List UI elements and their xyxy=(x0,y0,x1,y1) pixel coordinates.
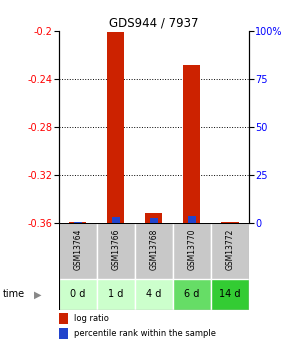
Bar xyxy=(150,218,158,223)
Text: percentile rank within the sample: percentile rank within the sample xyxy=(74,329,216,338)
Text: GSM13766: GSM13766 xyxy=(111,229,120,270)
Text: GSM13772: GSM13772 xyxy=(226,229,234,270)
Text: time: time xyxy=(3,289,25,299)
Bar xyxy=(59,223,97,279)
Text: 6 d: 6 d xyxy=(184,289,200,299)
Bar xyxy=(188,216,196,223)
Text: GSM13770: GSM13770 xyxy=(188,229,196,270)
Title: GDS944 / 7937: GDS944 / 7937 xyxy=(109,17,199,30)
Bar xyxy=(135,223,173,279)
Bar xyxy=(97,223,135,279)
Bar xyxy=(222,222,239,223)
Bar xyxy=(112,217,120,223)
Bar xyxy=(135,279,173,310)
Bar xyxy=(183,65,200,223)
Bar xyxy=(69,222,86,223)
Text: 14 d: 14 d xyxy=(219,289,241,299)
Bar xyxy=(173,279,211,310)
Bar xyxy=(211,223,249,279)
Bar xyxy=(97,279,135,310)
Text: 1 d: 1 d xyxy=(108,289,123,299)
Bar xyxy=(173,223,211,279)
Bar xyxy=(59,328,68,339)
Bar xyxy=(107,32,124,223)
Bar xyxy=(145,213,162,223)
Text: GSM13764: GSM13764 xyxy=(73,229,82,270)
Bar xyxy=(74,222,81,223)
Bar xyxy=(211,279,249,310)
Text: 4 d: 4 d xyxy=(146,289,161,299)
Text: log ratio: log ratio xyxy=(74,314,109,323)
Text: GSM13768: GSM13768 xyxy=(149,229,158,270)
Text: 0 d: 0 d xyxy=(70,289,85,299)
Bar xyxy=(59,279,97,310)
Bar xyxy=(59,313,68,324)
Text: ▶: ▶ xyxy=(34,289,41,299)
